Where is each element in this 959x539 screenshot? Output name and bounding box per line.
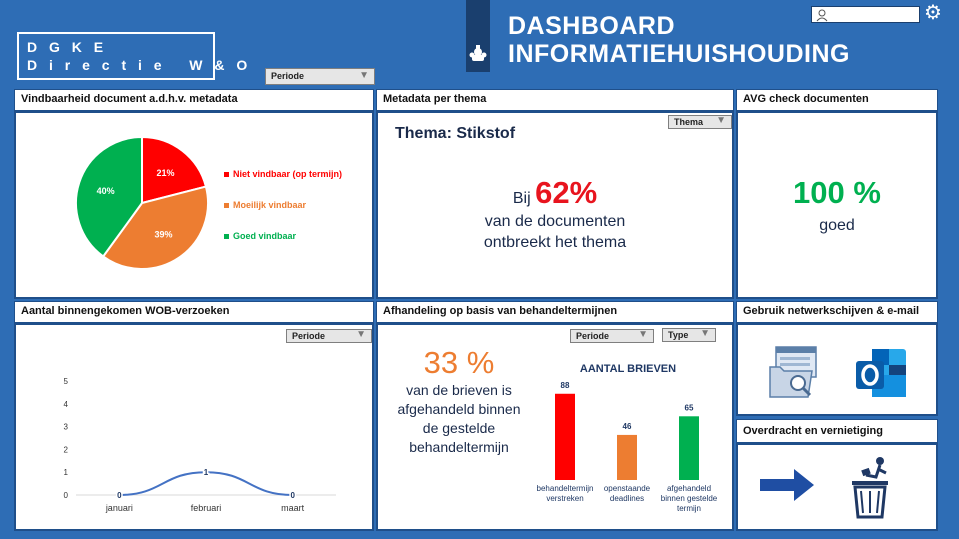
y-tick-label: 4 <box>64 400 69 409</box>
pie-slice <box>101 185 209 270</box>
wob-data-label: 0 <box>290 491 295 500</box>
government-logo-band <box>466 0 490 72</box>
brand-line-1: D G K E <box>27 39 108 55</box>
y-tick-label: 0 <box>64 491 69 500</box>
title-line-2: INFORMATIEHUISHOUDING <box>508 40 850 68</box>
chevron-down-icon: ▼ <box>638 329 648 340</box>
outlook-icon <box>856 349 906 397</box>
bar <box>555 393 575 480</box>
netwerk-panel <box>736 323 938 416</box>
thema-title: Thema: Stikstof <box>395 125 516 142</box>
overdracht-panel <box>736 443 938 531</box>
avg-label: goed <box>819 217 855 234</box>
bar-category-label: binnen gestelde <box>661 494 718 503</box>
afhandeling-line-4: behandeltermijn <box>409 439 509 455</box>
avg-header: AVG check documenten <box>736 89 938 111</box>
y-tick-label: 5 <box>64 377 69 386</box>
gear-icon[interactable]: ⚙ <box>924 2 942 24</box>
x-tick-label: januari <box>105 503 133 513</box>
netwerk-header: Gebruik netwerkschijven & e-mail <box>736 301 938 323</box>
user-icon <box>816 9 828 22</box>
overdracht-header: Overdracht en vernietiging <box>736 419 938 443</box>
chevron-down-icon: ▼ <box>700 328 710 339</box>
bar-category-label: openstaande <box>604 484 651 493</box>
afhandeling-periode-label: Periode <box>576 331 610 341</box>
bar-value-label: 88 <box>561 381 570 390</box>
metadata-header: Metadata per thema <box>376 89 734 111</box>
title-line-1: DASHBOARD <box>508 12 675 40</box>
afhandeling-panel: Periode ▼ Type ▼ 33 % van de brieven is … <box>376 323 734 531</box>
chevron-down-icon: ▼ <box>359 70 369 81</box>
bar-chart-title: AANTAL BRIEVEN <box>580 363 676 375</box>
vindbaarheid-header: Vindbaarheid document a.d.h.v. metadata <box>14 89 374 111</box>
file-explorer-icon <box>769 346 817 398</box>
bar-value-label: 65 <box>685 403 694 412</box>
brieven-bar-chart: AANTAL BRIEVEN 88 behandeltermijnverstreke… <box>537 363 718 513</box>
x-tick-label: maart <box>281 503 305 513</box>
pie-slice-label: 39% <box>155 230 173 240</box>
kpi-value: 62% <box>535 175 598 210</box>
wob-data-label: 0 <box>117 491 122 500</box>
kpi-line-2: van de documenten <box>484 213 626 230</box>
y-tick-label: 1 <box>64 468 69 477</box>
kpi-line-3: ontbreekt het thema <box>483 234 627 251</box>
wob-periode-slicer-label: Periode <box>292 331 326 341</box>
bar <box>617 434 637 480</box>
thema-slicer[interactable]: Thema ▼ <box>668 115 732 129</box>
wob-header: Aantal binnengekomen WOB-verzoeken <box>14 301 374 323</box>
avg-value: 100 % <box>793 175 881 210</box>
bar-category-label: verstreken <box>546 494 583 503</box>
afhandeling-line-1: van de brieven is <box>406 382 512 398</box>
bar-category-label: termijn <box>677 504 701 513</box>
y-tick-label: 2 <box>64 445 69 454</box>
trash-bin-icon <box>852 457 888 519</box>
x-tick-label: februari <box>191 503 222 513</box>
page-title: DASHBOARD INFORMATIEHUISHOUDING <box>508 12 850 68</box>
pie-slice-label: 40% <box>97 186 115 196</box>
avg-panel: 100 % goed <box>736 111 938 299</box>
kpi-prefix: Bij <box>512 190 531 207</box>
vindbaarheid-pie-chart: 21% 39% 40% <box>75 135 209 270</box>
bar-value-label: 46 <box>623 422 632 431</box>
afhandeling-line-2: afgehandeld binnen <box>397 401 521 417</box>
legend-item-goed-vindbaar: Goed vindbaar <box>224 231 342 241</box>
bar-category-label: behandeltermijn <box>537 484 594 493</box>
afhandeling-kpi: 33 % van de brieven is afgehandeld binne… <box>384 345 534 457</box>
bar-category-label: afgehandeld <box>667 484 711 493</box>
afhandeling-periode-slicer[interactable]: Periode ▼ <box>570 329 654 343</box>
crest-icon <box>469 45 487 61</box>
wob-periode-slicer[interactable]: Periode ▼ <box>286 329 372 343</box>
wob-series-line <box>119 471 293 496</box>
wob-line-chart: 0 1 2 3 4 5 0 januari 1 februari 0 maart <box>64 377 336 513</box>
wob-panel: Periode ▼ 0 1 2 3 4 5 0 januari 1 februari 0 maart <box>14 323 374 531</box>
user-search-box[interactable] <box>811 6 920 23</box>
periode-slicer-label: Periode <box>271 71 305 81</box>
metadata-panel: Thema ▼ Thema: Stikstof Bij 62% van de d… <box>376 111 734 299</box>
arrow-right-icon <box>760 469 814 501</box>
pie-slice-label: 21% <box>156 168 174 178</box>
periode-slicer-top[interactable]: Periode ▼ <box>265 68 375 85</box>
legend-item-niet-vindbaar: Niet vindbaar (op termijn) <box>224 169 342 179</box>
thema-slicer-label: Thema <box>674 117 704 127</box>
afhandeling-line-3: de gestelde <box>422 420 496 436</box>
chevron-down-icon: ▼ <box>716 115 726 126</box>
bar-category-label: deadlines <box>610 494 644 503</box>
metadata-kpi: Bij 62% van de documenten ontbreekt het … <box>378 175 732 253</box>
chevron-down-icon: ▼ <box>356 329 366 340</box>
pie-slice <box>75 135 143 258</box>
wob-data-label: 1 <box>204 468 209 477</box>
pie-slice <box>141 135 208 205</box>
type-slicer-label: Type <box>668 330 689 340</box>
afhandeling-header: Afhandeling op basis van behandeltermijn… <box>376 301 734 323</box>
pie-legend: Niet vindbaar (op termijn) Moeilijk vind… <box>224 169 342 241</box>
bar <box>679 416 699 480</box>
type-slicer[interactable]: Type ▼ <box>662 328 716 342</box>
afhandeling-value: 33 % <box>423 345 495 380</box>
brand-logo: D G K E D i r e c t i e W & O <box>17 32 252 80</box>
brand-line-2: D i r e c t i e W & O <box>27 57 252 73</box>
vindbaarheid-panel: 21% 39% 40% Niet vindbaar (op termijn) Moe… <box>14 111 374 299</box>
y-tick-label: 3 <box>64 423 69 432</box>
legend-item-moeilijk-vindbaar: Moeilijk vindbaar <box>224 200 342 210</box>
